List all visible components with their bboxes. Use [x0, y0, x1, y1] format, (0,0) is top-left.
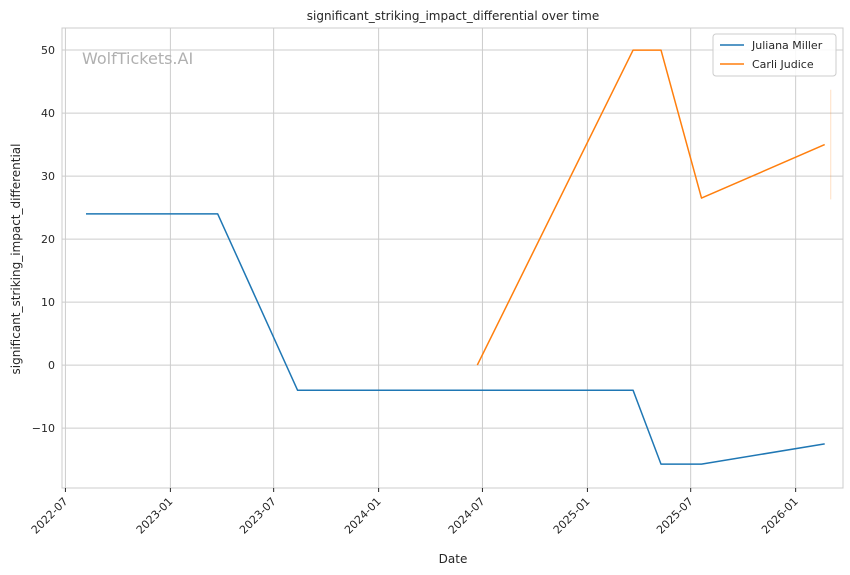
plot-area [61, 27, 844, 489]
watermark: WolfTickets.AI [82, 49, 193, 68]
y-tick-label: 10 [41, 296, 55, 309]
y-tick-label: 50 [41, 44, 55, 57]
x-axis-label: Date [439, 552, 468, 566]
y-tick-label: 30 [41, 170, 55, 183]
chart-title: significant_striking_impact_differential… [307, 9, 599, 23]
legend-label: Carli Judice [752, 58, 814, 71]
plot-frame [61, 27, 844, 489]
legend-label: Juliana Miller [751, 39, 823, 52]
series-line-carli-judice [476, 49, 825, 366]
series-layer [86, 49, 832, 465]
y-tick-label: 40 [41, 107, 55, 120]
series-line-juliana-miller [86, 213, 825, 465]
grid-lines [62, 28, 843, 488]
y-axis-ticks: −10 0 10 20 30 40 50 [32, 44, 55, 435]
y-tick-label: 20 [41, 233, 55, 246]
legend: Juliana Miller Carli Judice [712, 33, 837, 77]
y-axis-label: significant_striking_impact_differential [9, 144, 23, 375]
y-tick-label: 0 [48, 359, 55, 372]
y-tick-label: −10 [32, 422, 55, 435]
